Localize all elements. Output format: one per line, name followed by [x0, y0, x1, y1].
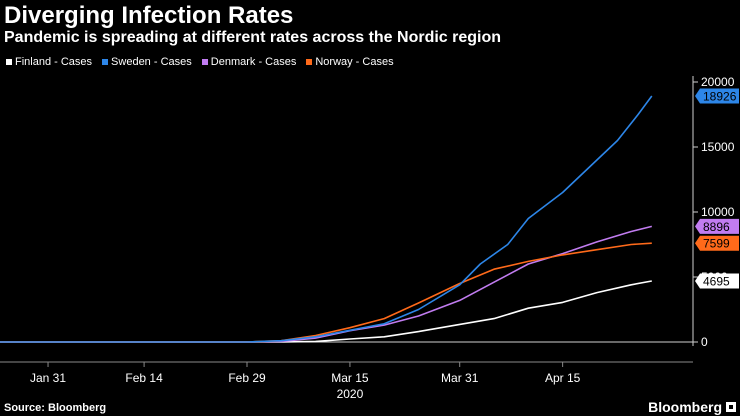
end-label-norway: 7599 — [703, 237, 730, 251]
x-tick-label: Jan 31 — [30, 371, 66, 385]
end-label-sweden: 18926 — [703, 89, 737, 103]
legend: Finland - Cases Sweden - Cases Denmark -… — [6, 56, 394, 68]
x-tick-label: Apr 15 — [545, 371, 581, 385]
x-year-label: 2020 — [337, 387, 364, 401]
x-tick-label: Mar 15 — [331, 371, 369, 385]
y-tick-label: 10000 — [701, 205, 735, 219]
legend-item-finland: Finland - Cases — [6, 56, 92, 68]
bloomberg-logo-icon — [726, 402, 736, 412]
legend-item-norway: Norway - Cases — [306, 56, 394, 68]
y-tick-label: 0 — [701, 335, 708, 349]
legend-label-finland: Finland - Cases — [15, 56, 93, 68]
series-line-denmark — [0, 225, 652, 343]
legend-label-denmark: Denmark - Cases — [210, 56, 297, 68]
series-line-finland — [0, 280, 652, 343]
y-tick-label: 20000 — [701, 75, 735, 89]
x-tick-label: Feb 29 — [228, 371, 266, 385]
legend-swatch-norway — [306, 59, 313, 65]
x-tick-label: Mar 31 — [441, 371, 479, 385]
chart-subtitle: Pandemic is spreading at different rates… — [4, 29, 502, 46]
legend-item-denmark: Denmark - Cases — [201, 56, 297, 68]
series-line-norway — [0, 242, 652, 343]
legend-label-norway: Norway - Cases — [315, 56, 394, 68]
legend-label-sweden: Sweden - Cases — [111, 56, 192, 68]
legend-swatch-finland — [6, 59, 12, 65]
end-tag-denmark — [695, 218, 739, 234]
end-label-denmark: 8896 — [703, 220, 730, 234]
end-tag-sweden — [695, 88, 739, 104]
end-tag-finland — [695, 273, 739, 289]
legend-swatch-sweden — [102, 59, 109, 65]
series-line-sweden — [0, 95, 653, 343]
bloomberg-logo: Bloomberg — [648, 399, 722, 415]
chart-title: Diverging Infection Rates — [4, 2, 294, 29]
y-tick-label: 15000 — [701, 140, 735, 154]
end-tag-norway — [695, 235, 739, 251]
end-label-finland: 4695 — [703, 274, 730, 288]
x-tick-label: Feb 14 — [125, 371, 163, 385]
legend-swatch-denmark — [201, 59, 208, 65]
legend-item-sweden: Sweden - Cases — [102, 56, 192, 68]
source-note: Source: Bloomberg — [4, 402, 107, 414]
